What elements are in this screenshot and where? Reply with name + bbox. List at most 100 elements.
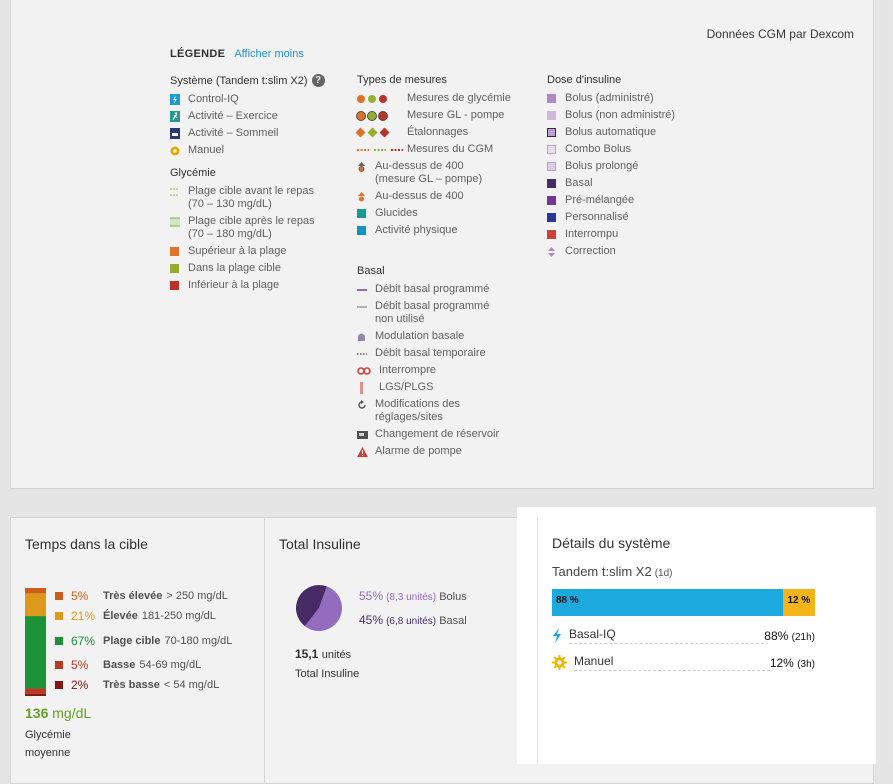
insulin-heading: Dose d'insuline	[547, 74, 622, 86]
tir-segment-very-high	[25, 588, 46, 594]
system-mode-bar: 88 % 12 %	[552, 589, 815, 616]
legend-item-settings-change: Modifications des réglages/sites	[357, 398, 537, 424]
legend-item-below-range: Inférieur à la plage	[170, 279, 340, 292]
basal-iq-value: 88% (21h)	[764, 628, 815, 643]
dashes-icon	[357, 148, 403, 151]
dotted-band-icon	[170, 187, 178, 196]
legend-item-correction: Correction	[547, 245, 717, 258]
line-light-icon	[357, 305, 367, 308]
rotate-icon	[358, 399, 366, 409]
cgm-source: Données CGM par Dexcom	[706, 27, 854, 41]
system-item-manual: Manuel 12% (3h)	[552, 654, 815, 671]
dotted-line-icon	[357, 352, 367, 355]
legend-measures-column: Types de mesures Mesures de glycémie Mes…	[355, 74, 537, 462]
tir-row-very-low: 2% Très basse < 54 mg/dL	[55, 678, 219, 692]
running-icon	[170, 111, 180, 122]
system-heading: Système (Tandem t:slim X2) ?	[170, 74, 340, 87]
legend-item-exercise: Activité – Exercice	[170, 110, 340, 123]
legend-item-basal-unused: Débit basal programmé non utilisé	[357, 300, 537, 326]
segment-manual: 12 %	[783, 589, 815, 616]
warning-icon	[357, 446, 368, 457]
legend-item-control-iq: Control-IQ	[170, 93, 340, 106]
legend-item-above-400-pump: Au-dessus de 400 (mesure GL – pompe)	[357, 160, 537, 186]
tir-row-high: 21% Élevée 181-250 mg/dL	[55, 609, 216, 623]
tir-segment-low	[25, 688, 46, 694]
legend-item-premixed: Pré-mélangée	[547, 194, 717, 207]
legend-item-postmeal-range: Plage cible après le repas (70 – 180 mg/…	[170, 215, 340, 241]
glycemia-heading: Glycémie	[170, 167, 216, 179]
legend-title: LÉGENDE	[170, 48, 226, 60]
basal-heading: Basal	[357, 265, 385, 277]
legend-item-manual: Manuel	[170, 144, 340, 157]
sleep-icon	[170, 128, 180, 139]
tir-segment-very-low	[25, 693, 46, 696]
legend-item-temp-basal: Débit basal temporaire	[357, 347, 537, 360]
legend-item-lgs: LGS/PLGS	[357, 381, 537, 394]
total-insulin-label: Total Insuline	[295, 668, 360, 680]
measures-heading: Types de mesures	[357, 74, 447, 86]
legend-item-activity: Activité physique	[357, 224, 537, 237]
tir-row-low: 5% Basse 54-69 mg/dL	[55, 658, 201, 672]
legend-item-custom: Personnalisé	[547, 211, 717, 224]
time-in-range-bar	[25, 588, 46, 696]
manual-value: 12% (3h)	[769, 655, 815, 670]
legend-item-carbs: Glucides	[357, 207, 537, 220]
legend-item-bg-readings: Mesures de glycémie	[357, 92, 537, 105]
help-icon[interactable]: ?	[311, 74, 325, 87]
legend-item-cgm: Mesures du CGM	[357, 143, 537, 156]
segment-auto: 88 %	[552, 589, 784, 616]
legend-item-extended-bolus: Bolus prolongé	[547, 160, 717, 173]
tir-row-very-high: 5% Très élevée > 250 mg/dL	[55, 589, 228, 603]
arrow-up-orange-icon	[358, 191, 365, 201]
legend-item-basal: Basal	[547, 177, 717, 190]
bell-icon	[358, 333, 365, 341]
legend-item-sleep: Activité – Sommeil	[170, 127, 340, 140]
system-details-title: Détails du système	[552, 535, 671, 551]
total-insulin-panel: Total Insuline 55% (8,3 unités) Bolus 45…	[265, 518, 539, 784]
divider	[537, 517, 538, 764]
legend-item-premeal-range: Plage cible avant le repas (70 – 130 mg/…	[170, 185, 340, 211]
line-icon	[357, 288, 367, 291]
gear-icon	[170, 146, 180, 155]
bar-icon	[360, 381, 363, 394]
total-insulin-title: Total Insuline	[279, 536, 361, 552]
legend-item-in-range: Dans la plage cible	[170, 262, 340, 275]
band-icon	[170, 217, 180, 226]
legend-item-combo-bolus: Combo Bolus	[547, 143, 717, 156]
insulin-pie-chart	[296, 585, 342, 631]
legend-insulin-column: Dose d'insuline Bolus (administré) Bolus…	[547, 74, 717, 262]
device-name: Tandem t:slim X2 (1d)	[552, 564, 673, 579]
tir-segment-target	[25, 616, 46, 689]
gear-icon	[552, 655, 567, 670]
tir-row-target: 67% Plage cible 70-180 mg/dL	[55, 634, 232, 648]
total-insulin-value: 15,1 unités	[295, 647, 352, 661]
legend-item-bolus-auto: Bolus automatique	[547, 126, 717, 139]
average-glucose: 136 mg/dL	[25, 705, 92, 721]
time-in-range-title: Temps dans la cible	[25, 536, 148, 552]
lightning-icon	[553, 628, 561, 643]
pie-slice-basal	[296, 585, 327, 627]
correction-icon	[548, 246, 555, 257]
pie-slice-bolus	[304, 586, 342, 631]
legend-item-pump-alarm: Alarme de pompe	[357, 445, 537, 458]
legend-item-bolus-undelivered: Bolus (non administré)	[547, 109, 717, 122]
average-glucose-label: Glycémie moyenne	[25, 729, 71, 759]
arrow-up-icon	[358, 161, 365, 172]
legend-system-column: Système (Tandem t:slim X2) ? Control-IQ …	[170, 74, 340, 296]
toggle-legend-link[interactable]: Afficher moins	[234, 48, 304, 60]
tir-segment-high	[25, 593, 46, 617]
legend-item-interrupted: Interrompu	[547, 228, 717, 241]
basal-row: 45% (6,8 unités) Basal	[359, 613, 467, 627]
lightning-icon	[170, 94, 180, 105]
legend-item-pump-bg: Mesure GL - pompe	[357, 109, 537, 122]
bolus-row: 55% (8,3 unités) Bolus	[359, 589, 467, 603]
infinity-icon	[357, 366, 371, 375]
system-details-panel: Détails du système Tandem t:slim X2 (1d) …	[517, 507, 876, 764]
legend-card: Données CGM par Dexcom LÉGENDE Afficher …	[10, 0, 874, 489]
legend-item-suspend: Interrompre	[357, 364, 537, 377]
legend-item-above-range: Supérieur à la plage	[170, 245, 340, 258]
legend-item-above-400: Au-dessus de 400	[357, 190, 537, 203]
legend-item-reservoir-change: Changement de réservoir	[357, 428, 537, 441]
divider	[264, 518, 265, 784]
legend-header: LÉGENDE Afficher moins	[170, 48, 304, 60]
